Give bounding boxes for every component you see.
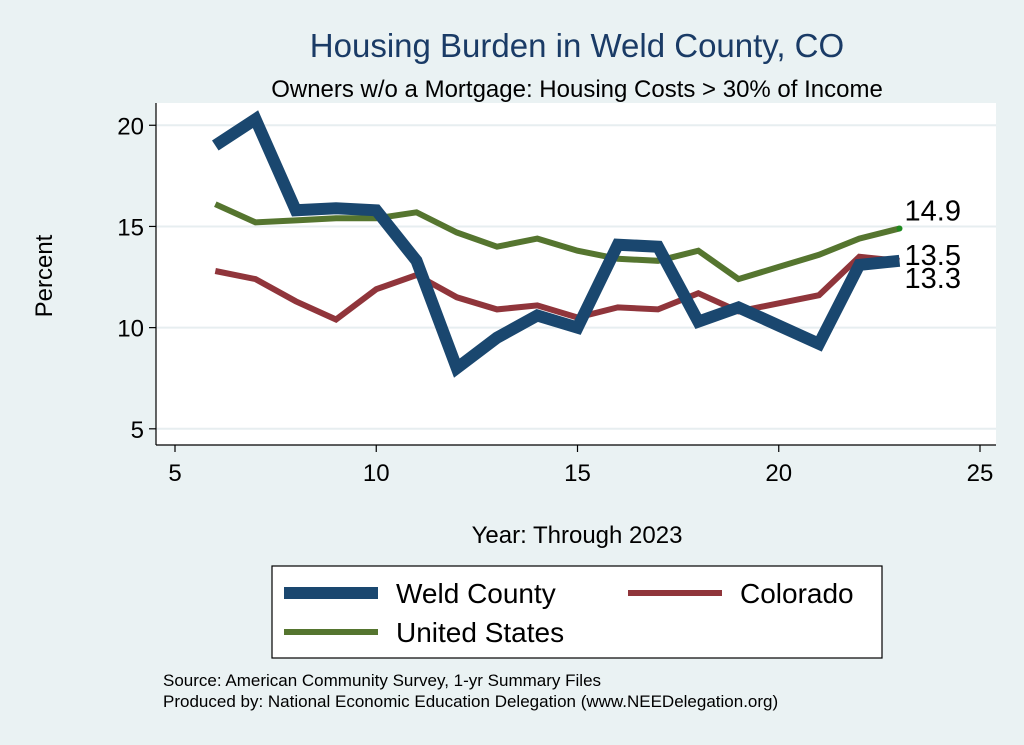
- x-tick-label: 15: [564, 460, 591, 487]
- end-label-weld-county: 13.3: [905, 263, 961, 295]
- legend-label-colorado: Colorado: [740, 578, 854, 609]
- legend-label-united-states: United States: [396, 617, 564, 648]
- series-line-colorado: [214, 253, 900, 323]
- series-line-united-states: [214, 201, 901, 283]
- producer-note: Produced by: National Economic Education…: [163, 692, 778, 711]
- x-axis-title: Year: Through 2023: [472, 522, 683, 549]
- x-tick-label: 10: [363, 460, 390, 487]
- source-note: Source: American Community Survey, 1-yr …: [163, 671, 601, 690]
- y-tick-label: 15: [117, 214, 144, 241]
- y-tick-label: 5: [131, 417, 144, 444]
- legend-label-weld-county: Weld County: [396, 578, 556, 609]
- y-axis-title: Percent: [31, 234, 58, 317]
- y-tick-label: 10: [117, 316, 144, 343]
- y-tick-label: 20: [117, 113, 144, 140]
- series-line-weld-county: [212, 110, 901, 378]
- end-label-united-states: 14.9: [905, 195, 961, 227]
- x-tick-label: 25: [967, 460, 994, 487]
- chart-title: Housing Burden in Weld County, CO: [310, 27, 844, 64]
- plot-area: [156, 103, 996, 445]
- x-tick-label: 20: [765, 460, 792, 487]
- legend: Weld County Colorado United States: [271, 565, 883, 659]
- legend-box: [271, 565, 883, 659]
- end-label-colorado: 13.5: [905, 240, 961, 272]
- x-tick-label: 5: [168, 460, 181, 487]
- axes: 5 10 15 20 5 10 15 20 25: [117, 103, 996, 487]
- chart-subtitle: Owners w/o a Mortgage: Housing Costs > 3…: [271, 76, 883, 103]
- series-lines: 13.313.5 14.9: [212, 110, 961, 378]
- end-marker-united-states: [896, 225, 903, 232]
